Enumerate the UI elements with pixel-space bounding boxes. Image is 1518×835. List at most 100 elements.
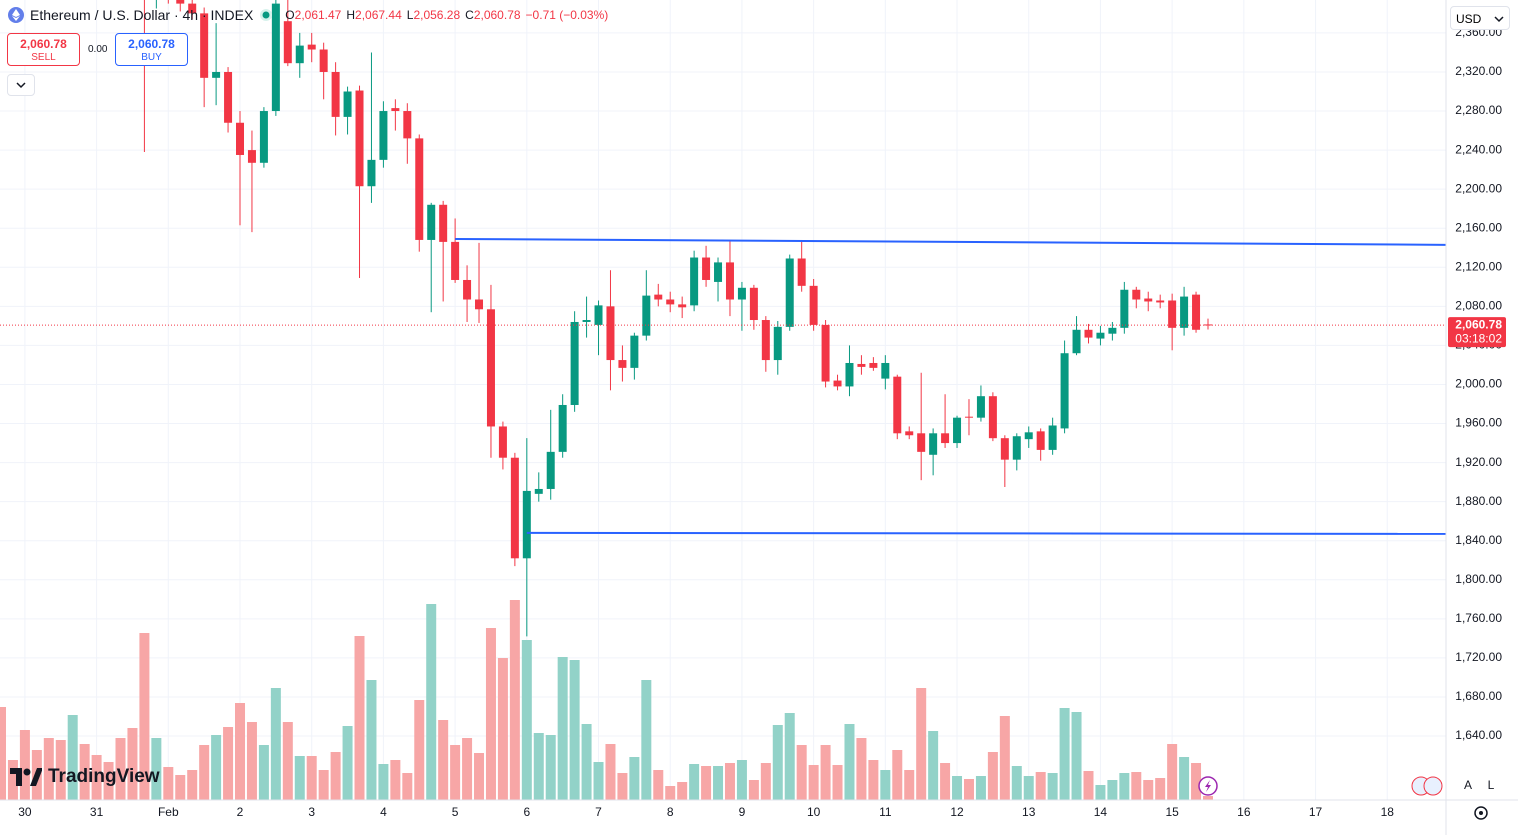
candle-body bbox=[1180, 296, 1189, 328]
volume-bar bbox=[438, 720, 449, 800]
grid bbox=[0, 0, 1446, 800]
volume-bar bbox=[282, 722, 293, 800]
volume-bar bbox=[366, 680, 377, 800]
auto-scale-button[interactable]: A bbox=[1463, 778, 1472, 792]
y-tick-label: 1,680.00 bbox=[1455, 689, 1502, 703]
volume-bar bbox=[175, 775, 186, 800]
y-tick-label: 1,760.00 bbox=[1455, 611, 1502, 625]
candle-layer bbox=[143, 0, 1212, 637]
candle-body bbox=[510, 457, 519, 559]
volume-bar bbox=[258, 745, 269, 800]
candle-body bbox=[498, 426, 507, 458]
volume-bar bbox=[235, 703, 246, 800]
candle-body bbox=[1192, 294, 1201, 330]
x-tick-label: Feb bbox=[158, 805, 179, 819]
volume-bar bbox=[270, 688, 281, 800]
ohlc-value: 2,061.47 bbox=[294, 8, 342, 22]
candle-body bbox=[331, 71, 340, 117]
volume-bar bbox=[689, 764, 700, 800]
candle-body bbox=[247, 150, 256, 163]
settings-icon[interactable] bbox=[1474, 806, 1488, 820]
y-tick-label: 2,000.00 bbox=[1455, 377, 1502, 391]
volume-bar bbox=[1202, 796, 1213, 800]
volume-bar bbox=[1047, 773, 1058, 800]
brand-logo[interactable]: TradingView bbox=[10, 766, 160, 788]
volume-bar bbox=[342, 726, 353, 800]
lightning-icon[interactable] bbox=[1198, 776, 1218, 796]
candle-body bbox=[582, 320, 591, 322]
volume-bar bbox=[497, 658, 508, 800]
volume-bar bbox=[55, 740, 66, 800]
candle-body bbox=[678, 304, 687, 308]
candle-body bbox=[1000, 438, 1009, 460]
axis-labels: 1,640.00 1,680.00 1,720.00 1,760.00 1,800.00… bbox=[18, 25, 1506, 819]
volume-bar bbox=[820, 745, 831, 800]
candle-body bbox=[702, 257, 711, 280]
candle-body bbox=[283, 21, 292, 64]
candle-body bbox=[737, 287, 746, 300]
change-value: −0.71 (−0.03%) bbox=[525, 8, 609, 22]
log-scale-button[interactable]: L bbox=[1487, 778, 1495, 792]
candle-body bbox=[1156, 300, 1165, 303]
volume-bar bbox=[940, 763, 951, 800]
y-tick-label: 2,320.00 bbox=[1455, 64, 1502, 78]
x-tick-label: 7 bbox=[595, 805, 602, 819]
candle-body bbox=[463, 279, 472, 300]
sell-button[interactable]: 2,060.78 SELL bbox=[7, 33, 80, 66]
volume-bar bbox=[318, 770, 329, 800]
candle-body bbox=[1036, 431, 1045, 450]
x-tick-label: 16 bbox=[1237, 805, 1251, 819]
collapse-button[interactable] bbox=[7, 74, 35, 96]
flag-icon[interactable] bbox=[1411, 776, 1443, 796]
volume-bar bbox=[832, 765, 843, 800]
y-tick-label: 1,720.00 bbox=[1455, 650, 1502, 664]
candle-body bbox=[355, 90, 364, 187]
volume-bar bbox=[736, 760, 747, 800]
volume-bar bbox=[617, 773, 628, 800]
candle-body bbox=[343, 91, 352, 117]
candle-body bbox=[451, 241, 460, 280]
candle-body bbox=[642, 295, 651, 336]
volume-bar bbox=[151, 738, 162, 800]
ohlc-key: C bbox=[465, 8, 474, 22]
volume-bar bbox=[187, 770, 198, 800]
candle-body bbox=[200, 13, 209, 78]
candle-body bbox=[988, 396, 997, 439]
volume-bar bbox=[904, 770, 915, 800]
candle-body bbox=[654, 294, 663, 300]
candle-body bbox=[319, 49, 328, 72]
candle-body bbox=[546, 451, 555, 489]
candle-body bbox=[486, 309, 495, 427]
y-tick-label: 1,640.00 bbox=[1455, 728, 1502, 742]
candle-body bbox=[1096, 332, 1105, 339]
volume-bar bbox=[115, 738, 126, 800]
volume-bar bbox=[414, 700, 425, 800]
candle-body bbox=[618, 360, 627, 368]
x-tick-label: 5 bbox=[452, 805, 459, 819]
y-tick-label: 1,960.00 bbox=[1455, 416, 1502, 430]
volume-bar bbox=[1071, 712, 1082, 800]
ohlc-value: 2,060.78 bbox=[473, 8, 521, 22]
volume-bar bbox=[605, 744, 616, 800]
volume-bar bbox=[211, 735, 222, 800]
volume-bar bbox=[1179, 757, 1190, 800]
y-tick-label: 2,120.00 bbox=[1455, 259, 1502, 273]
sell-label: SELL bbox=[31, 52, 56, 63]
volume-bar bbox=[330, 752, 341, 800]
candle-body bbox=[1072, 329, 1081, 354]
horizontal-trendline bbox=[526, 531, 1446, 535]
candle-body bbox=[761, 320, 770, 361]
volume-bar bbox=[79, 744, 90, 800]
volume-bar bbox=[127, 728, 138, 800]
symbol-title[interactable]: Ethereum / U.S. Dollar · 4h · INDEX bbox=[30, 7, 254, 23]
volume-bar bbox=[1143, 780, 1154, 800]
volume-bar bbox=[402, 773, 413, 800]
x-tick-label: 17 bbox=[1309, 805, 1323, 819]
x-tick-label: 10 bbox=[807, 805, 821, 819]
buy-button[interactable]: 2,060.78 BUY bbox=[115, 33, 188, 66]
x-tick-label: 13 bbox=[1022, 805, 1036, 819]
candle-body bbox=[821, 324, 830, 382]
volume-bar bbox=[545, 735, 556, 800]
currency-select[interactable]: USD bbox=[1450, 6, 1510, 30]
